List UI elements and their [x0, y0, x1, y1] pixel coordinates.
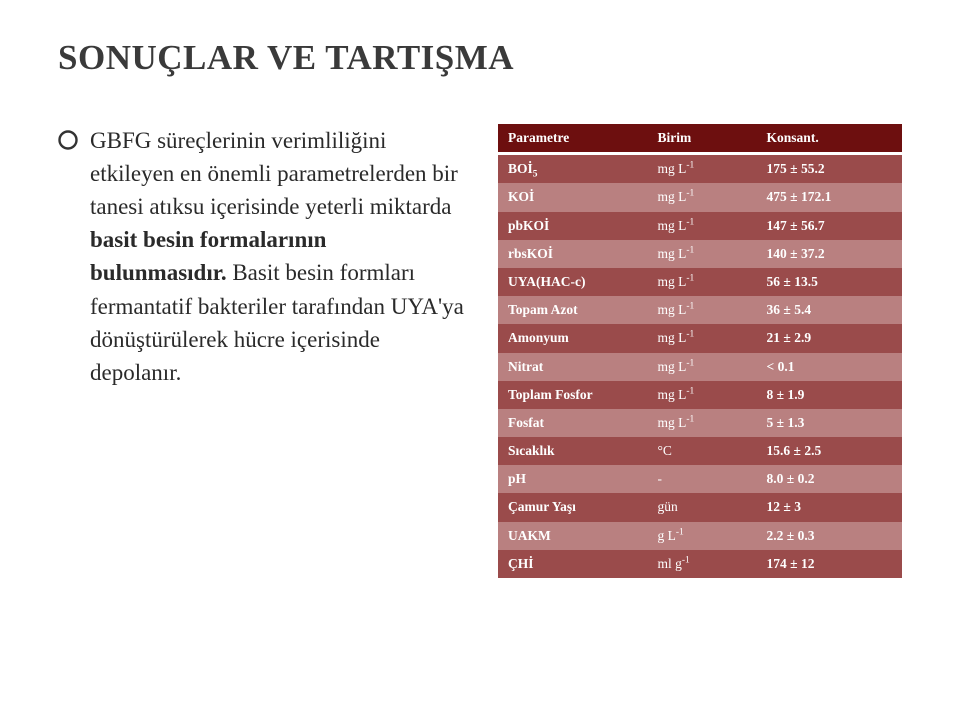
- cell-konsant: 175 ± 55.2: [757, 154, 902, 184]
- header-konsant: Konsant.: [757, 124, 902, 154]
- cell-birim: °C: [647, 437, 756, 465]
- cell-parametre: BOİ5: [498, 154, 647, 184]
- cell-birim: mg L-1: [647, 296, 756, 324]
- cell-birim: mg L-1: [647, 409, 756, 437]
- cell-parametre: rbsKOİ: [498, 240, 647, 268]
- cell-birim: mg L-1: [647, 381, 756, 409]
- right-column: Parametre Birim Konsant. BOİ5mg L-1175 ±…: [498, 124, 902, 578]
- table-row: Nitratmg L-1< 0.1: [498, 353, 902, 381]
- table-row: KOİmg L-1475 ± 172.1: [498, 183, 902, 211]
- cell-parametre: Fosfat: [498, 409, 647, 437]
- cell-konsant: 8 ± 1.9: [757, 381, 902, 409]
- table-row: Çamur Yaşıgün12 ± 3: [498, 493, 902, 521]
- cell-parametre: Topam Azot: [498, 296, 647, 324]
- cell-konsant: 36 ± 5.4: [757, 296, 902, 324]
- cell-konsant: 56 ± 13.5: [757, 268, 902, 296]
- bullet-block: GBFG süreçlerinin verimliliğini etkileye…: [58, 124, 466, 389]
- cell-birim: mg L-1: [647, 268, 756, 296]
- cell-konsant: 174 ± 12: [757, 550, 902, 578]
- page-title: SONUÇLAR VE TARTIŞMA: [58, 38, 902, 78]
- cell-konsant: 15.6 ± 2.5: [757, 437, 902, 465]
- table-row: pbKOİmg L-1147 ± 56.7: [498, 212, 902, 240]
- table-header-row: Parametre Birim Konsant.: [498, 124, 902, 154]
- cell-parametre: Çamur Yaşı: [498, 493, 647, 521]
- cell-birim: mg L-1: [647, 353, 756, 381]
- table-row: Topam Azotmg L-136 ± 5.4: [498, 296, 902, 324]
- cell-konsant: 2.2 ± 0.3: [757, 522, 902, 550]
- table-row: BOİ5mg L-1175 ± 55.2: [498, 154, 902, 184]
- table-row: Fosfatmg L-15 ± 1.3: [498, 409, 902, 437]
- cell-parametre: ÇHİ: [498, 550, 647, 578]
- cell-parametre: Toplam Fosfor: [498, 381, 647, 409]
- cell-konsant: 147 ± 56.7: [757, 212, 902, 240]
- cell-birim: mg L-1: [647, 183, 756, 211]
- cell-parametre: UYA(HAC-c): [498, 268, 647, 296]
- table-row: Sıcaklık°C15.6 ± 2.5: [498, 437, 902, 465]
- content-row: GBFG süreçlerinin verimliliğini etkileye…: [58, 124, 902, 578]
- cell-konsant: 5 ± 1.3: [757, 409, 902, 437]
- cell-birim: gün: [647, 493, 756, 521]
- table-row: rbsKOİmg L-1140 ± 37.2: [498, 240, 902, 268]
- cell-konsant: < 0.1: [757, 353, 902, 381]
- cell-birim: ml g-1: [647, 550, 756, 578]
- table-row: UYA(HAC-c)mg L-156 ± 13.5: [498, 268, 902, 296]
- cell-birim: mg L-1: [647, 324, 756, 352]
- table-row: pH-8.0 ± 0.2: [498, 465, 902, 493]
- table-row: UAKMg L-12.2 ± 0.3: [498, 522, 902, 550]
- cell-birim: g L-1: [647, 522, 756, 550]
- table-row: ÇHİml g-1174 ± 12: [498, 550, 902, 578]
- cell-birim: -: [647, 465, 756, 493]
- cell-konsant: 21 ± 2.9: [757, 324, 902, 352]
- cell-parametre: pH: [498, 465, 647, 493]
- cell-parametre: Nitrat: [498, 353, 647, 381]
- table-row: Toplam Fosformg L-18 ± 1.9: [498, 381, 902, 409]
- cell-parametre: UAKM: [498, 522, 647, 550]
- bullet-text: GBFG süreçlerinin verimliliğini etkileye…: [90, 124, 466, 389]
- cell-konsant: 140 ± 37.2: [757, 240, 902, 268]
- bullet-pre: GBFG süreçlerinin verimliliğini etkileye…: [90, 128, 458, 219]
- table-row: Amonyummg L-121 ± 2.9: [498, 324, 902, 352]
- header-birim: Birim: [647, 124, 756, 154]
- cell-parametre: Amonyum: [498, 324, 647, 352]
- cell-konsant: 12 ± 3: [757, 493, 902, 521]
- cell-parametre: pbKOİ: [498, 212, 647, 240]
- cell-birim: mg L-1: [647, 212, 756, 240]
- cell-parametre: Sıcaklık: [498, 437, 647, 465]
- parameter-table: Parametre Birim Konsant. BOİ5mg L-1175 ±…: [498, 124, 902, 578]
- cell-konsant: 475 ± 172.1: [757, 183, 902, 211]
- cell-birim: mg L-1: [647, 240, 756, 268]
- left-column: GBFG süreçlerinin verimliliğini etkileye…: [58, 124, 474, 578]
- header-parametre: Parametre: [498, 124, 647, 154]
- ring-bullet-icon: [58, 130, 78, 150]
- cell-parametre: KOİ: [498, 183, 647, 211]
- cell-birim: mg L-1: [647, 154, 756, 184]
- cell-konsant: 8.0 ± 0.2: [757, 465, 902, 493]
